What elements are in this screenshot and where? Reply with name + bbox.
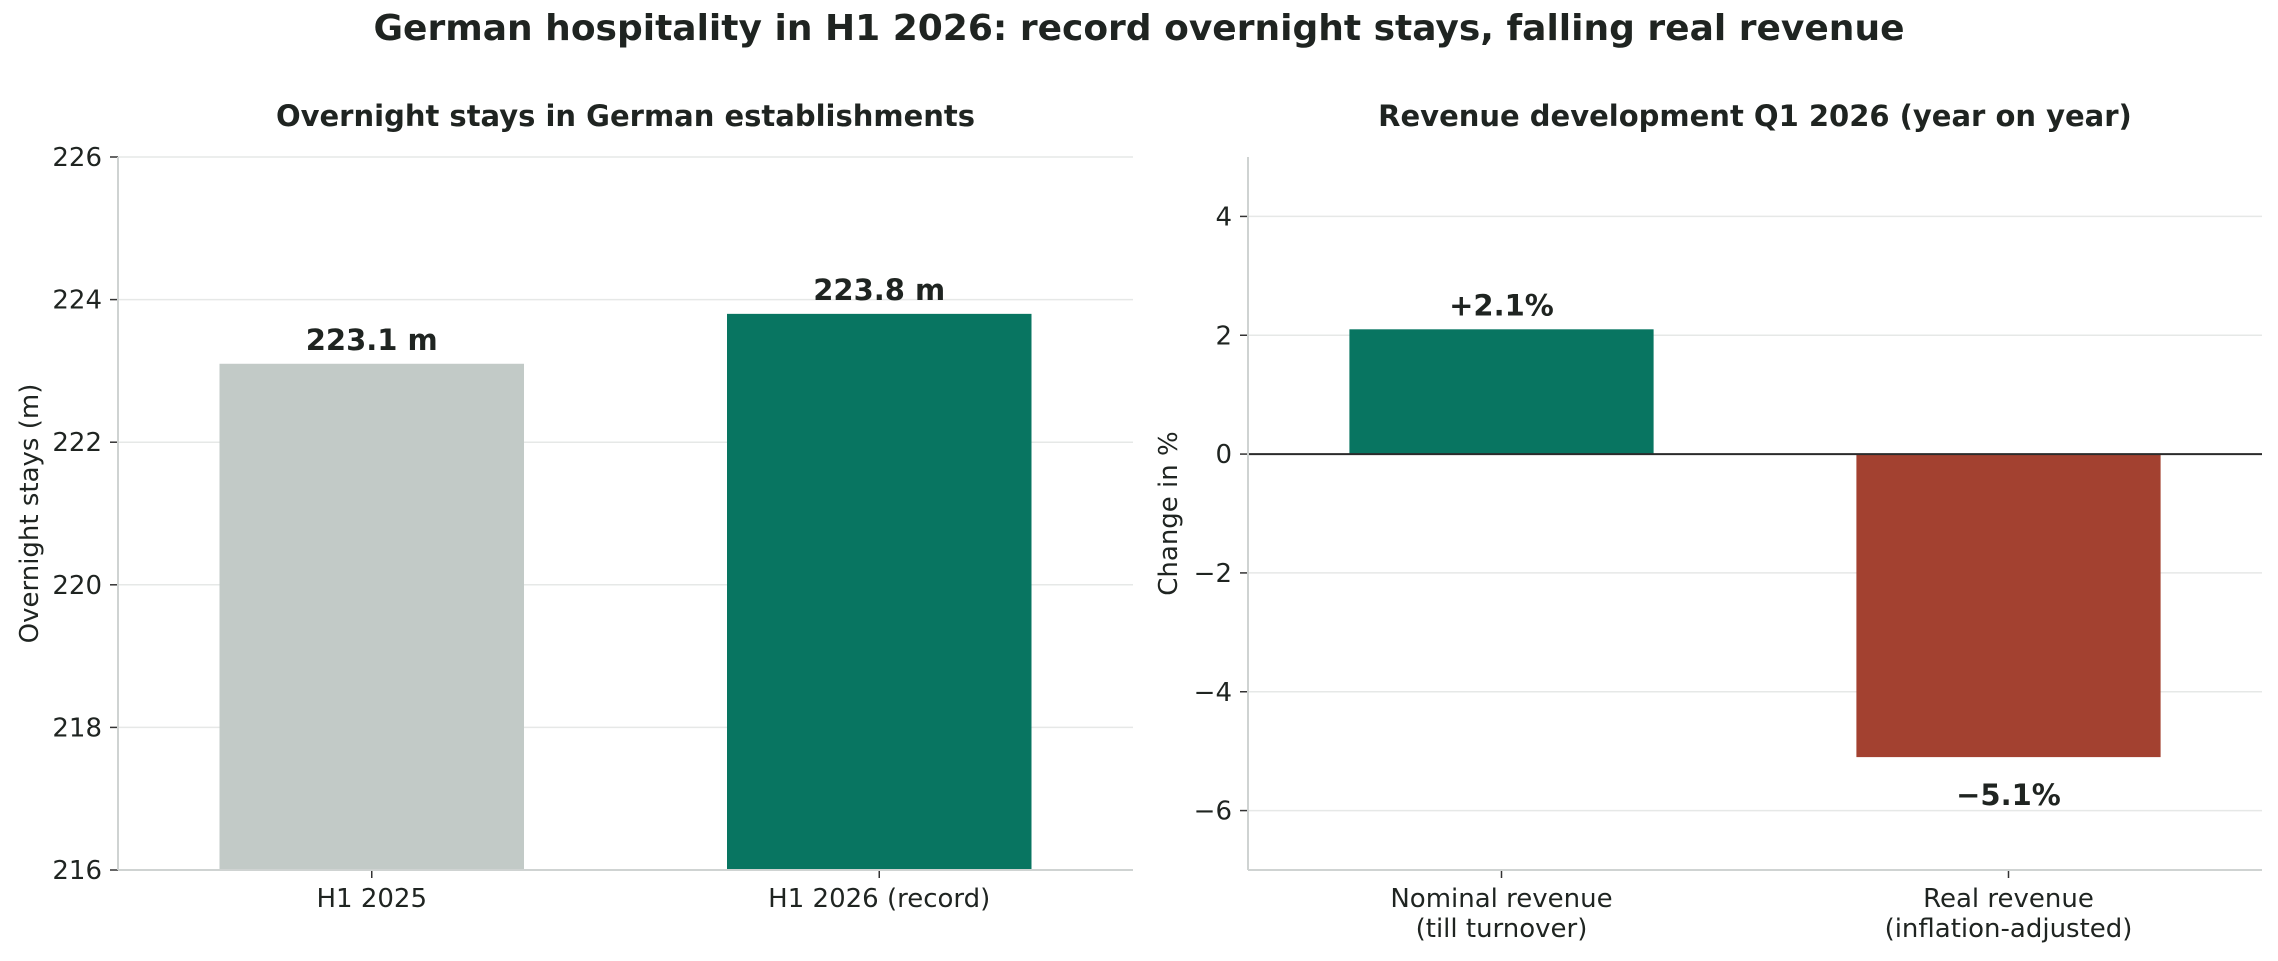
panel-title: Revenue development Q1 2026 (year on yea… (1378, 99, 2132, 133)
y-tick-label: 216 (52, 856, 102, 886)
chart-panel-2: Revenue development Q1 2026 (year on yea… (1154, 99, 2262, 944)
y-tick-label: 224 (52, 286, 102, 316)
y-tick-label: 2 (1215, 321, 1232, 351)
y-tick-label: −6 (1194, 797, 1232, 827)
y-tick-label: 220 (52, 571, 102, 601)
x-tick-label-line: (till turnover) (1416, 914, 1588, 944)
y-tick-label: −2 (1194, 559, 1232, 589)
x-tick-label: Real revenue (inflation-adjusted) (1885, 884, 2133, 944)
x-tick-label: H1 2025 (316, 884, 427, 914)
chart-panel-1: Overnight stays in German establishments… (15, 99, 1133, 914)
x-tick-label-line: Nominal revenue (1390, 884, 1612, 914)
data-label: +2.1% (1449, 288, 1554, 322)
y-tick-label: −4 (1194, 678, 1232, 708)
x-tick-label-line: Real revenue (1923, 884, 2094, 914)
bar (727, 313, 1032, 870)
bar (1856, 454, 2161, 758)
y-axis-label: Change in % (1154, 431, 1184, 595)
figure-title: German hospitality in H1 2026: record ov… (373, 8, 1905, 49)
x-tick-label-line: (inflation-adjusted) (1885, 914, 2133, 944)
y-axis-label: Overnight stays (m) (15, 384, 45, 644)
bar (1349, 329, 1654, 455)
y-tick-label: 222 (52, 428, 102, 458)
y-tick-label: 218 (52, 713, 102, 743)
data-label: −5.1% (1956, 778, 2061, 812)
x-tick-label: H1 2026 (record) (768, 884, 990, 914)
y-tick-label: 0 (1215, 440, 1232, 470)
y-tick-label: 226 (52, 143, 102, 173)
x-tick-label: Nominal revenue (till turnover) (1390, 884, 1612, 944)
x-tick-label-line: H1 2026 (record) (768, 884, 990, 914)
data-label: 223.8 m (813, 273, 945, 307)
bar (219, 363, 524, 870)
y-tick-label: 4 (1215, 202, 1232, 232)
data-label: 223.1 m (306, 323, 438, 357)
x-tick-label-line: H1 2025 (316, 884, 427, 914)
panel-title: Overnight stays in German establishments (276, 99, 975, 133)
